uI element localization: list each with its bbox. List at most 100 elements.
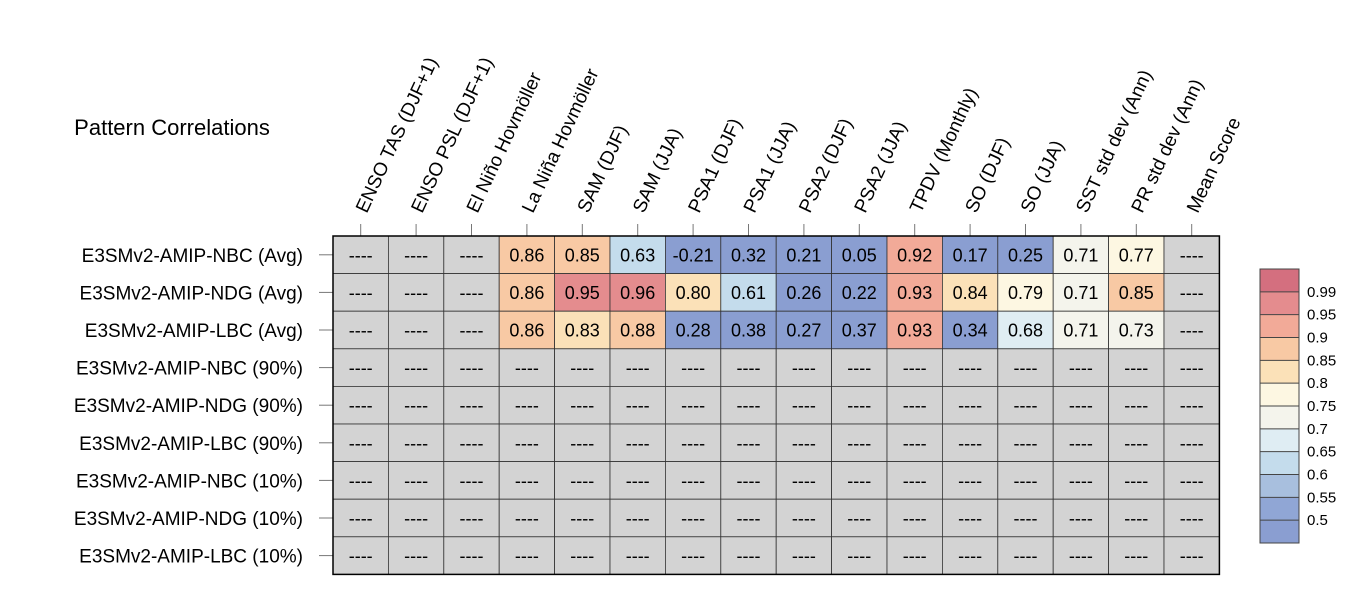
missing-label: ---- bbox=[349, 245, 373, 265]
missing-label: ---- bbox=[847, 433, 871, 453]
missing-cell bbox=[387, 498, 445, 538]
missing-label: ---- bbox=[958, 358, 982, 378]
missing-cell bbox=[997, 461, 1054, 500]
cell-value: 0.84 bbox=[953, 283, 988, 303]
colorbar-segment bbox=[1260, 474, 1299, 498]
missing-label: ---- bbox=[903, 546, 927, 566]
missing-label: ---- bbox=[1069, 509, 1093, 529]
colorbar-label: 0.65 bbox=[1307, 444, 1336, 461]
missing-cell bbox=[831, 461, 888, 500]
cell-value: 0.83 bbox=[565, 321, 600, 341]
missing-label: ---- bbox=[958, 433, 982, 453]
cell-value: 0.86 bbox=[509, 245, 544, 265]
heatmap-cells: ---- ---- ---- 0.86 0.85 0.63 -0.21 0.32 0.21 0.0… bbox=[332, 235, 1220, 575]
missing-cell bbox=[775, 536, 833, 575]
missing-cell bbox=[720, 348, 777, 387]
cell-value: 0.93 bbox=[897, 283, 932, 303]
missing-label: ---- bbox=[903, 358, 927, 378]
missing-label: ---- bbox=[792, 358, 816, 378]
row-label: E3SMv2-AMIP-NBC (90%) bbox=[76, 359, 303, 380]
heatmap-cell bbox=[554, 273, 611, 312]
missing-label: ---- bbox=[349, 283, 373, 303]
missing-cell bbox=[609, 536, 666, 575]
chart-title: Pattern Correlations bbox=[74, 115, 270, 140]
heatmap-cell bbox=[720, 310, 777, 350]
missing-cell bbox=[942, 423, 999, 462]
missing-cell bbox=[443, 235, 500, 274]
missing-label: ---- bbox=[404, 471, 428, 491]
missing-label: ---- bbox=[1069, 358, 1093, 378]
heatmap-cell bbox=[498, 310, 556, 350]
missing-cell bbox=[1163, 536, 1220, 575]
colorbar-label: 0.75 bbox=[1307, 398, 1336, 415]
missing-cell bbox=[831, 385, 888, 425]
missing-cell bbox=[332, 385, 389, 425]
cell-value: 0.37 bbox=[842, 321, 877, 341]
missing-cell bbox=[1108, 385, 1165, 425]
missing-cell bbox=[554, 348, 611, 387]
heatmap-cell bbox=[1108, 310, 1165, 350]
missing-cell bbox=[498, 385, 556, 425]
column-label: PSA1 (JJA) bbox=[740, 118, 801, 216]
heatmap-cell bbox=[886, 273, 943, 312]
missing-cell bbox=[554, 498, 611, 538]
missing-label: ---- bbox=[1180, 358, 1204, 378]
missing-label: ---- bbox=[404, 283, 428, 303]
cell-value: 0.86 bbox=[509, 283, 544, 303]
missing-cell bbox=[1163, 273, 1220, 312]
missing-label: ---- bbox=[737, 433, 761, 453]
missing-cell bbox=[775, 348, 833, 387]
missing-label: ---- bbox=[737, 509, 761, 529]
heatmap-border bbox=[332, 235, 1221, 576]
colorbar-label: 0.6 bbox=[1307, 467, 1328, 484]
cell-value: 0.96 bbox=[620, 283, 655, 303]
missing-label: ---- bbox=[404, 358, 428, 378]
row-label: E3SMv2-AMIP-NDG (10%) bbox=[74, 509, 303, 530]
cell-value: 0.63 bbox=[620, 245, 655, 265]
missing-label: ---- bbox=[349, 321, 373, 341]
colorbar-segment bbox=[1260, 291, 1299, 315]
missing-label: ---- bbox=[515, 396, 539, 416]
missing-cell bbox=[609, 461, 666, 500]
missing-label: ---- bbox=[570, 509, 594, 529]
missing-cell bbox=[498, 536, 556, 575]
column-labels: ENSO TAS (DJF+1)ENSO PSL (DJF+1)El Niño … bbox=[352, 54, 1246, 236]
missing-label: ---- bbox=[681, 396, 705, 416]
missing-cell bbox=[387, 536, 445, 575]
missing-cell bbox=[1108, 423, 1165, 462]
missing-cell bbox=[332, 348, 389, 387]
missing-label: ---- bbox=[349, 509, 373, 529]
cell-value: 0.05 bbox=[842, 245, 877, 265]
missing-cell bbox=[443, 461, 500, 500]
missing-label: ---- bbox=[404, 396, 428, 416]
heatmap-cell bbox=[942, 235, 999, 274]
missing-cell bbox=[720, 536, 777, 575]
missing-cell bbox=[886, 348, 943, 387]
cell-value: 0.73 bbox=[1119, 321, 1154, 341]
missing-label: ---- bbox=[515, 509, 539, 529]
missing-cell bbox=[997, 423, 1054, 462]
cell-value: 0.85 bbox=[565, 245, 600, 265]
cell-value: 0.34 bbox=[953, 321, 988, 341]
missing-label: ---- bbox=[460, 433, 484, 453]
colorbar-label: 0.7 bbox=[1307, 421, 1328, 438]
heatmap-cell bbox=[609, 235, 666, 274]
cell-value: 0.86 bbox=[509, 321, 544, 341]
missing-label: ---- bbox=[626, 509, 650, 529]
missing-cell bbox=[1052, 498, 1109, 538]
missing-label: ---- bbox=[515, 358, 539, 378]
missing-label: ---- bbox=[515, 546, 539, 566]
cell-value: 0.22 bbox=[842, 283, 877, 303]
missing-label: ---- bbox=[792, 433, 816, 453]
cell-value: 0.32 bbox=[731, 245, 766, 265]
missing-cell bbox=[720, 423, 777, 462]
missing-cell bbox=[443, 273, 500, 312]
missing-label: ---- bbox=[1124, 509, 1148, 529]
missing-label: ---- bbox=[847, 546, 871, 566]
missing-cell bbox=[665, 348, 722, 387]
missing-label: ---- bbox=[1069, 433, 1093, 453]
missing-label: ---- bbox=[349, 546, 373, 566]
row-labels: E3SMv2-AMIP-NBC (Avg) E3SMv2-AMIP-NDG (Av… bbox=[74, 246, 333, 568]
colorbar-segment bbox=[1260, 428, 1299, 452]
missing-cell bbox=[554, 536, 611, 575]
